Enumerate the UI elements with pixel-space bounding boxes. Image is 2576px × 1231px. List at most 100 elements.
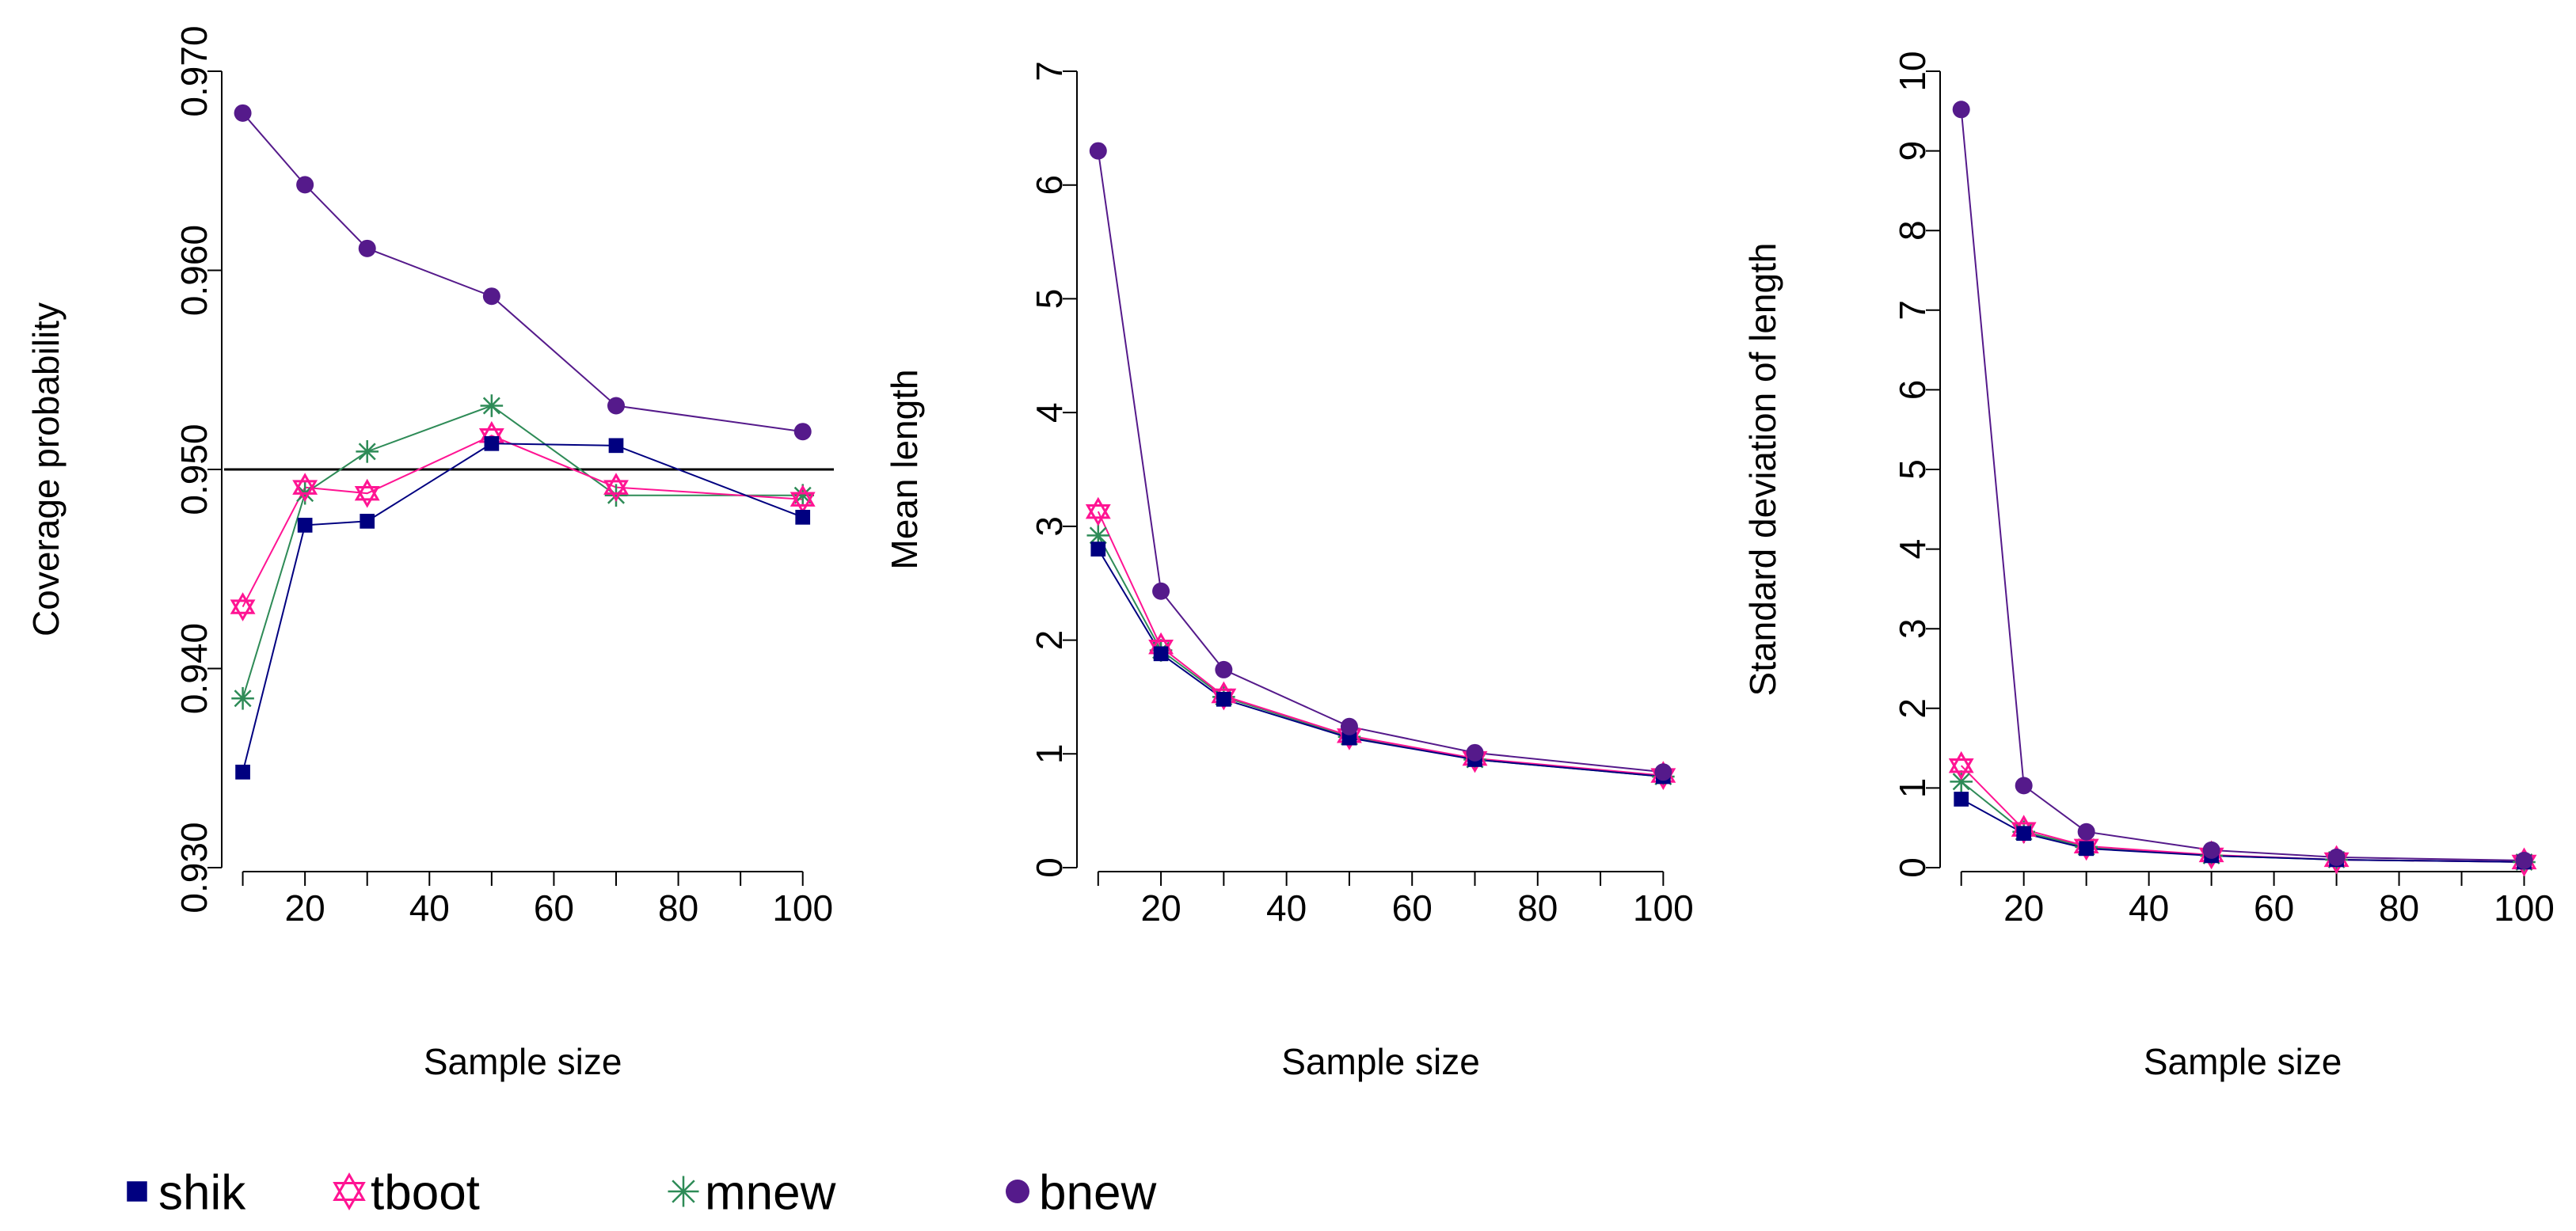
y-tick-label: 0 bbox=[1029, 857, 1070, 878]
data-point-bnew bbox=[793, 423, 812, 441]
data-point-tboot bbox=[354, 478, 380, 508]
x-tick-label: 80 bbox=[1517, 887, 1558, 929]
data-point-bnew bbox=[296, 176, 314, 194]
legend-marker-shik bbox=[127, 1181, 147, 1202]
data-point-bnew bbox=[1340, 717, 1358, 735]
series-line-mnew bbox=[242, 405, 803, 699]
x-tick-label: 20 bbox=[2003, 887, 2044, 929]
data-point-shik bbox=[484, 435, 500, 451]
x-axis-title: Sample size bbox=[424, 1041, 622, 1082]
x-tick-label: 100 bbox=[2494, 887, 2555, 929]
y-tick-label: 10 bbox=[1892, 51, 1933, 91]
series-line-shik bbox=[1961, 798, 2525, 863]
chart-panel-2: 0 1 2 3 4 5 6 7 20 40 60 80 100 Sample size Mean lengt… bbox=[884, 61, 1694, 1082]
data-point-shik bbox=[360, 514, 375, 529]
data-point-tboot bbox=[230, 592, 256, 621]
y-tick-label: 6 bbox=[1892, 380, 1933, 401]
x-axis-title: Sample size bbox=[1281, 1041, 1480, 1082]
data-point-bnew bbox=[234, 104, 252, 122]
data-point-tboot bbox=[1085, 496, 1111, 526]
legend-item-mnew: mnew bbox=[668, 1166, 836, 1221]
series-line-bnew bbox=[1097, 150, 1664, 773]
data-point-tboot bbox=[292, 473, 318, 503]
y-tick-label: 0.930 bbox=[173, 822, 215, 913]
x-tick-label: 80 bbox=[658, 887, 698, 929]
data-point-shik bbox=[795, 510, 811, 525]
data-point-shik bbox=[1153, 646, 1169, 662]
legend-item-bnew: bnew bbox=[1006, 1166, 1156, 1221]
data-point-bnew bbox=[1215, 660, 1233, 678]
y-axis-title: Mean length bbox=[884, 369, 925, 569]
series-line-bnew bbox=[1960, 109, 2525, 861]
y-axis-title: Standard deviation of length bbox=[1742, 243, 1783, 697]
chart-panel-3: 0 1 2 3 4 5 6 7 8 9 10 20 40 60 80 100 Sample size Standa… bbox=[1742, 51, 2555, 1082]
data-point-tboot bbox=[790, 484, 816, 515]
data-point-bnew bbox=[1952, 101, 1970, 119]
data-point-bnew bbox=[2202, 841, 2220, 859]
x-tick-label: 60 bbox=[1392, 887, 1433, 929]
y-tick-label: 2 bbox=[1892, 698, 1933, 719]
data-point-mnew bbox=[1086, 524, 1110, 547]
data-point-bnew bbox=[2327, 848, 2346, 866]
x-tick-label: 100 bbox=[1633, 887, 1694, 929]
y-tick-label: 9 bbox=[1892, 141, 1933, 161]
legend: shik tboot mnew bnew bbox=[127, 1166, 1156, 1221]
data-point-mnew bbox=[356, 440, 379, 463]
series-line-shik bbox=[1097, 549, 1664, 778]
data-point-bnew bbox=[2077, 823, 2095, 841]
data-point-shik bbox=[608, 438, 624, 454]
y-tick-label: 1 bbox=[1029, 743, 1070, 764]
data-point-tboot bbox=[1948, 750, 1974, 781]
series-line-mnew bbox=[1961, 781, 2525, 863]
x-tick-label: 40 bbox=[2129, 887, 2169, 929]
y-tick-label: 4 bbox=[1892, 539, 1933, 560]
data-point-bnew bbox=[1089, 142, 1107, 160]
y-tick-label: 4 bbox=[1029, 402, 1070, 423]
data-point-mnew bbox=[480, 394, 504, 417]
data-point-shik bbox=[297, 518, 313, 533]
y-tick-label: 0.960 bbox=[173, 225, 215, 316]
y-tick-label: 2 bbox=[1029, 630, 1070, 651]
x-tick-label: 80 bbox=[2379, 887, 2419, 929]
data-point-tboot bbox=[603, 473, 629, 503]
legend-label: mnew bbox=[705, 1166, 836, 1221]
y-tick-label: 7 bbox=[1892, 300, 1933, 321]
series-line-bnew bbox=[242, 112, 803, 433]
x-tick-label: 20 bbox=[285, 887, 325, 929]
chart-panel-1: 0.930 0.940 0.950 0.960 0.970 20 40 60 80 100 Samp… bbox=[25, 25, 834, 1082]
y-tick-label: 0.950 bbox=[173, 424, 215, 515]
data-point-mnew bbox=[231, 686, 254, 710]
data-point-bnew bbox=[358, 239, 376, 257]
data-point-shik bbox=[2016, 826, 2032, 842]
x-tick-label: 60 bbox=[534, 887, 574, 929]
legend-label: shik bbox=[158, 1166, 246, 1221]
x-tick-label: 40 bbox=[409, 887, 450, 929]
series-line-tboot bbox=[1960, 765, 2525, 863]
y-axis-title: Coverage probability bbox=[25, 302, 67, 636]
series-line-tboot bbox=[1097, 511, 1664, 777]
y-tick-label: 8 bbox=[1892, 220, 1933, 241]
legend-label: tboot bbox=[371, 1166, 480, 1221]
x-tick-label: 40 bbox=[1266, 887, 1307, 929]
data-point-shik bbox=[235, 764, 250, 780]
y-tick-label: 0.970 bbox=[173, 25, 215, 116]
data-point-bnew bbox=[2515, 851, 2533, 869]
y-tick-label: 5 bbox=[1029, 289, 1070, 310]
data-point-mnew bbox=[1950, 770, 1973, 793]
y-tick-label: 5 bbox=[1892, 459, 1933, 480]
x-axis-title: Sample size bbox=[2144, 1041, 2342, 1082]
legend-label: bnew bbox=[1039, 1166, 1156, 1221]
series-line-shik bbox=[242, 443, 804, 773]
legend-item-shik: shik bbox=[127, 1166, 246, 1221]
data-point-shik bbox=[2079, 841, 2095, 857]
data-point-bnew bbox=[1152, 582, 1170, 600]
y-tick-label: 3 bbox=[1029, 516, 1070, 537]
data-point-shik bbox=[1954, 792, 1969, 807]
data-point-bnew bbox=[482, 287, 500, 306]
legend-marker-tboot bbox=[333, 1172, 366, 1211]
y-tick-label: 3 bbox=[1892, 618, 1933, 639]
y-tick-label: 6 bbox=[1029, 175, 1070, 196]
y-tick-label: 7 bbox=[1029, 61, 1070, 82]
